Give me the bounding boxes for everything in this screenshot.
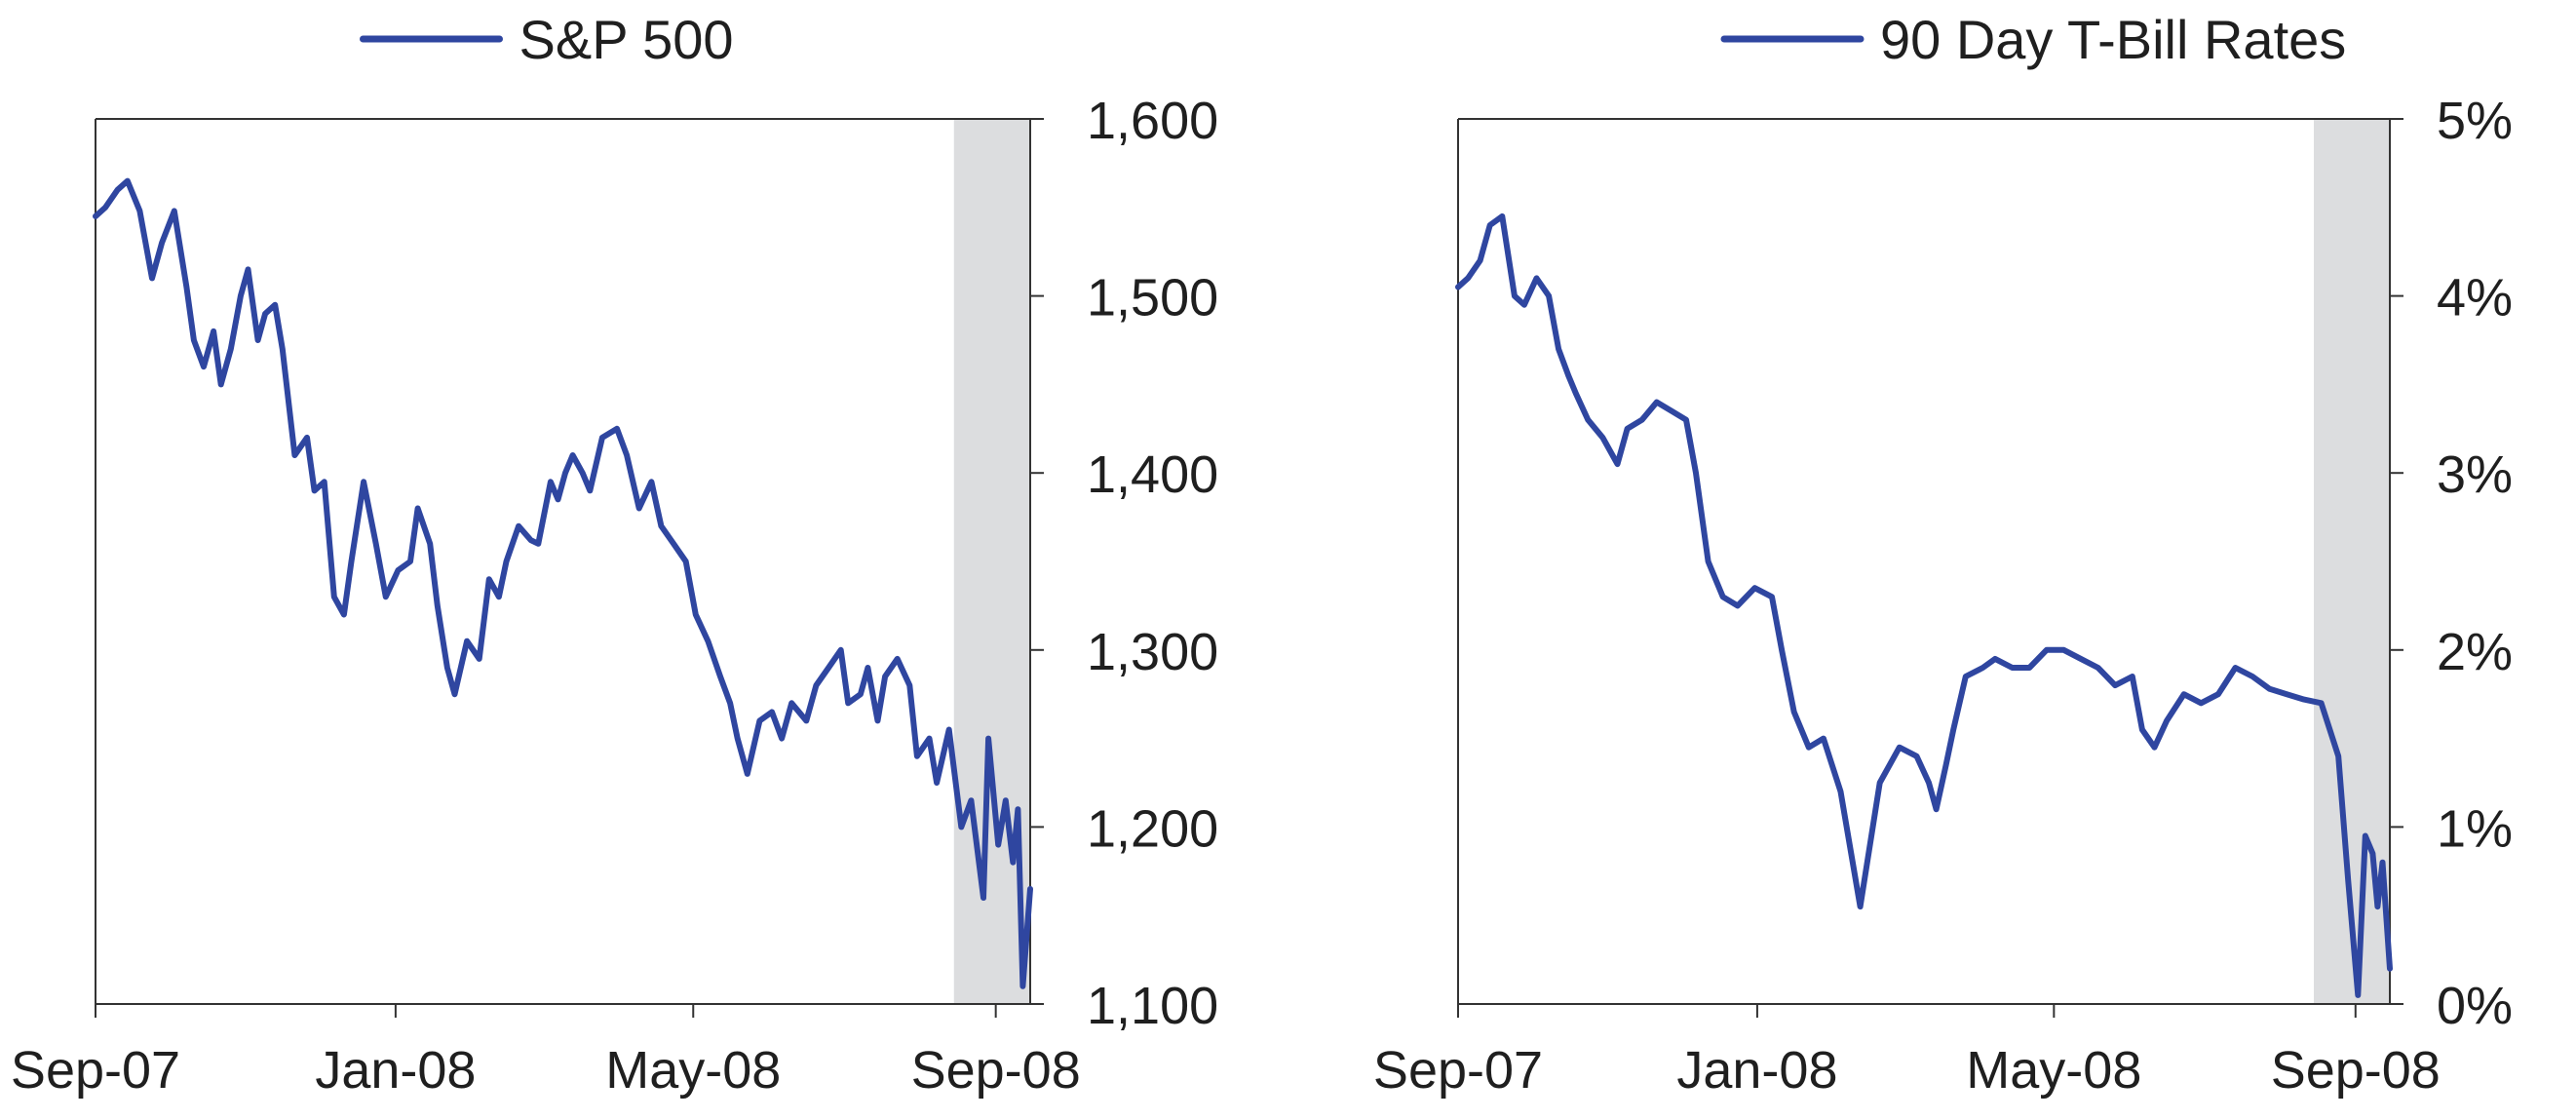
- series-line: [1455, 212, 2393, 998]
- legend: 90 Day T-Bill Rates: [1720, 9, 2346, 70]
- y-tick-label: 1,400: [1087, 445, 1218, 504]
- y-tick-label: 1,100: [1087, 977, 1218, 1035]
- y-tick-label: 1%: [2437, 799, 2513, 858]
- y-tick-label: 4%: [2437, 269, 2513, 328]
- y-tick-label: 1,500: [1087, 269, 1218, 328]
- x-tick-label: Sep-07: [1373, 1041, 1543, 1100]
- series-line: [93, 177, 1033, 989]
- x-tick-label: Sep-08: [2271, 1041, 2441, 1100]
- legend: S&P 500: [360, 9, 734, 70]
- y-tick-label: 1,300: [1087, 623, 1218, 681]
- legend-label: S&P 500: [519, 9, 734, 70]
- chart-panel-1: 1,100 1,200 1,300 1,400 1,500 1,600 Sep-07 Jan-…: [11, 9, 1218, 1100]
- y-tick-label: 2%: [2437, 623, 2513, 681]
- x-tick-label: Jan-08: [315, 1041, 476, 1100]
- x-tick-label: Jan-08: [1676, 1041, 1837, 1100]
- chart-panel-2: 0% 1% 2% 3% 4% 5% Sep-07 Jan-08 May-08 Sep-08 90 D…: [1373, 9, 2513, 1100]
- y-tick-label: 1,200: [1087, 799, 1218, 858]
- y-tick-label: 0%: [2437, 977, 2513, 1035]
- y-tick-label: 1,600: [1087, 92, 1218, 150]
- x-tick-label: May-08: [1966, 1041, 2141, 1100]
- shaded-period: [2314, 119, 2390, 1004]
- y-tick-label: 3%: [2437, 445, 2513, 504]
- x-tick-label: Sep-08: [911, 1041, 1081, 1100]
- x-tick-label: May-08: [605, 1041, 781, 1100]
- legend-label: 90 Day T-Bill Rates: [1880, 9, 2346, 70]
- x-tick-label: Sep-07: [11, 1041, 180, 1100]
- y-tick-label: 5%: [2437, 92, 2513, 150]
